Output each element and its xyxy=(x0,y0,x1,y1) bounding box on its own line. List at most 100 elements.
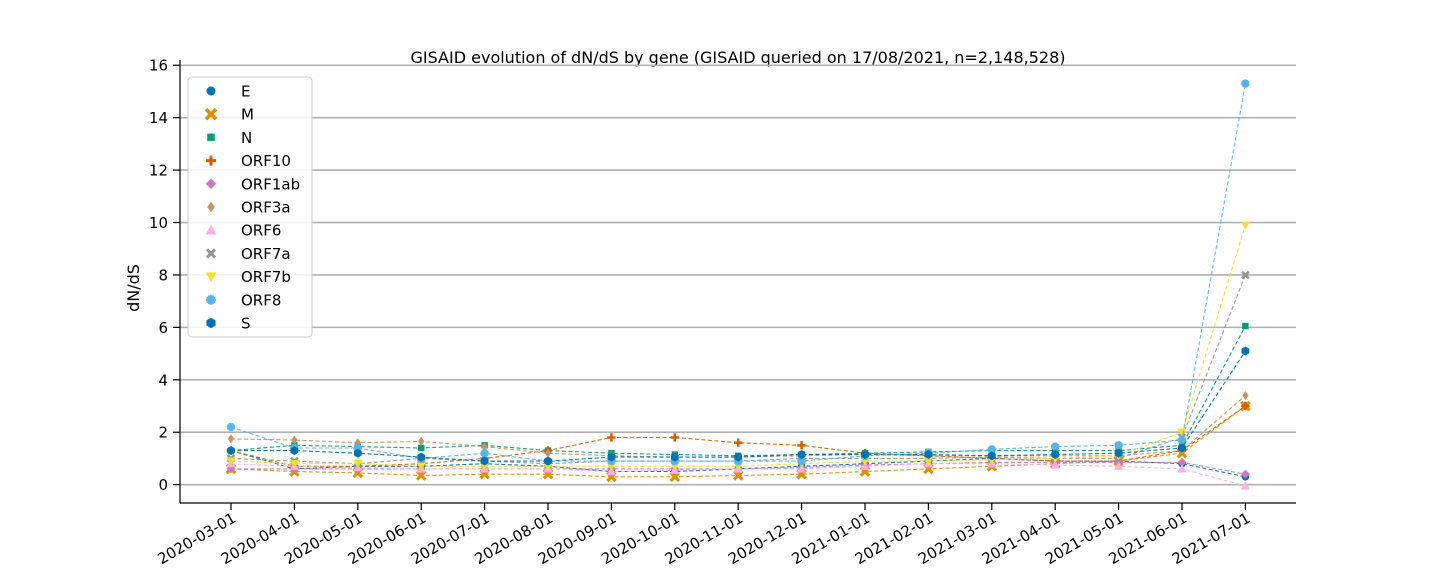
data-point-orf8 xyxy=(797,456,806,466)
legend-item-m: M xyxy=(204,106,254,124)
data-point-orf10 xyxy=(797,441,806,450)
series-line-orf3a xyxy=(230,395,1246,458)
legend-item-orf8: ORF8 xyxy=(206,291,281,309)
data-point-orf10 xyxy=(670,433,679,442)
y-tick-label: 6 xyxy=(158,319,168,337)
data-point-orf7a xyxy=(1241,270,1250,280)
data-point-s xyxy=(607,452,616,462)
data-point-orf8 xyxy=(353,443,362,453)
legend-marker xyxy=(206,294,216,305)
data-point-orf8 xyxy=(226,422,236,432)
x-axis: 2020-03-012020-04-012020-05-012020-06-01… xyxy=(154,502,1296,568)
data-point-s xyxy=(417,452,426,462)
legend-item-s: S xyxy=(206,315,251,333)
y-tick-label: 0 xyxy=(158,476,168,494)
series-line-orf10 xyxy=(230,405,1246,467)
legend-label: N xyxy=(241,129,252,147)
legend-marker xyxy=(205,178,217,190)
data-point-orf10 xyxy=(607,433,616,442)
legend-label: E xyxy=(241,83,250,101)
data-point-orf7b xyxy=(1240,221,1251,230)
data-point-orf8 xyxy=(1114,441,1123,450)
data-point-orf6 xyxy=(1177,464,1187,473)
y-tick-label: 10 xyxy=(149,214,168,232)
data-point-orf3a xyxy=(227,434,235,444)
data-point-orf6 xyxy=(1113,461,1124,470)
legend-label: ORF6 xyxy=(241,222,281,240)
legend-marker xyxy=(206,155,216,166)
legend: EMN ORF10 ORF1ab ORF3a ORF6 ORF7a ORF7b ORF8 S xyxy=(187,76,313,338)
legend-item-orf7a: ORF7a xyxy=(205,245,291,263)
data-point-s xyxy=(1178,443,1186,453)
legend-item-orf7b: ORF7b xyxy=(205,268,291,286)
data-point-orf8 xyxy=(480,448,489,458)
data-point-s xyxy=(670,452,679,462)
data-point-s xyxy=(353,448,362,458)
y-tick-label: 4 xyxy=(158,371,168,389)
legend-item-orf1ab: ORF1ab xyxy=(205,175,300,193)
legend-marker xyxy=(205,248,217,259)
data-point-orf6 xyxy=(1050,460,1060,469)
legend-item-n: N xyxy=(207,129,252,147)
data-point-orf3a xyxy=(417,436,425,447)
legend-marker xyxy=(207,201,215,213)
data-point-s xyxy=(544,456,552,466)
series-orf8 xyxy=(226,79,1250,466)
gridlines xyxy=(180,64,1296,486)
data-point-orf8 xyxy=(987,445,996,454)
data-point-m xyxy=(415,470,427,481)
legend-item-orf10: ORF10 xyxy=(206,152,291,170)
data-point-orf6 xyxy=(796,464,807,473)
legend-item-e: E xyxy=(206,83,250,101)
series-line-n xyxy=(230,325,1246,457)
legend-label: ORF10 xyxy=(241,152,291,170)
data-point-orf8 xyxy=(1177,435,1187,445)
legend-label: ORF7a xyxy=(241,245,291,263)
data-point-orf7b xyxy=(1177,428,1187,437)
data-point-s xyxy=(1051,450,1060,459)
data-point-n xyxy=(1242,322,1249,330)
y-tick-label: 16 xyxy=(149,57,168,75)
data-point-orf10 xyxy=(1241,401,1250,411)
data-point-orf7b xyxy=(289,460,300,469)
data-point-s xyxy=(227,446,235,456)
data-point-s xyxy=(290,446,299,456)
legend-label: S xyxy=(241,315,251,333)
legend-marker xyxy=(205,272,217,283)
series-orf7b xyxy=(226,221,1251,472)
series-group xyxy=(225,79,1251,490)
data-point-orf8 xyxy=(1050,442,1060,451)
data-point-orf6 xyxy=(1240,481,1251,490)
data-point-orf10 xyxy=(734,438,743,447)
y-axis: 0 2 4 6 8 10 12 14 16 xyxy=(149,57,181,503)
y-axis-label: dN/dS xyxy=(124,264,143,312)
y-tick-label: 2 xyxy=(158,424,168,442)
y-tick-label: 12 xyxy=(149,162,168,180)
series-line-orf7b xyxy=(230,224,1246,467)
chart-title: GISAID evolution of dN/dS by gene (GISAI… xyxy=(410,48,1065,67)
legend-item-orf6: ORF6 xyxy=(205,222,281,240)
legend-box xyxy=(187,76,313,338)
series-line-orf7a xyxy=(230,274,1246,465)
legend-label: ORF7b xyxy=(241,268,291,286)
legend-label: ORF1ab xyxy=(241,175,300,193)
series-n xyxy=(227,322,1249,460)
data-point-orf7b xyxy=(353,460,363,469)
data-point-m xyxy=(669,471,681,483)
legend-marker xyxy=(207,133,215,142)
data-point-orf1ab xyxy=(1240,469,1250,479)
data-point-m xyxy=(732,470,744,481)
legend-item-orf3a: ORF3a xyxy=(207,199,291,217)
data-point-orf7b xyxy=(226,457,236,466)
data-point-s xyxy=(797,450,806,459)
series-s xyxy=(227,346,1250,466)
legend-marker xyxy=(204,107,218,121)
y-tick-label: 14 xyxy=(149,109,168,127)
data-point-orf3a xyxy=(1242,390,1249,401)
series-orf7a xyxy=(226,270,1250,468)
legend-label: ORF3a xyxy=(241,199,291,217)
data-point-s xyxy=(734,452,743,462)
data-point-orf8 xyxy=(1241,79,1250,88)
data-point-s xyxy=(924,450,933,459)
